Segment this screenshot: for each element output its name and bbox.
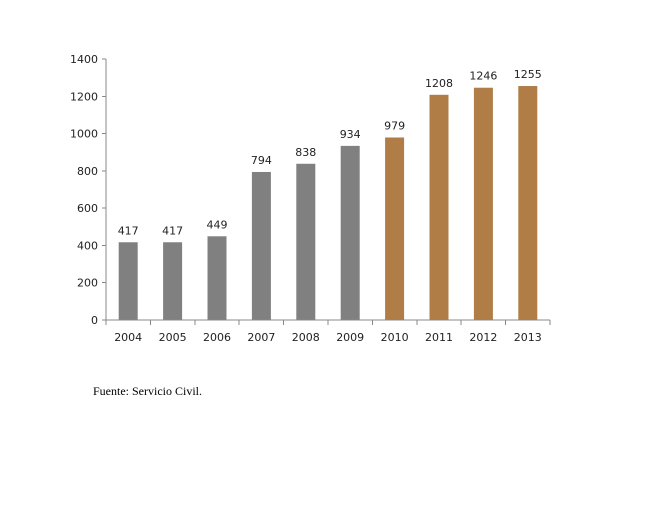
bar-2004 bbox=[118, 242, 138, 320]
bar-2011 bbox=[429, 94, 449, 321]
x-tick-label-2013: 2013 bbox=[514, 331, 542, 344]
bar-2008 bbox=[296, 163, 316, 320]
bars-group bbox=[118, 86, 538, 321]
x-tick-label-2010: 2010 bbox=[381, 331, 409, 344]
y-tick-label: 1400 bbox=[70, 53, 98, 66]
bar-2005 bbox=[163, 242, 183, 320]
x-tick-label-2005: 2005 bbox=[159, 331, 187, 344]
x-tick-label-2012: 2012 bbox=[469, 331, 497, 344]
data-label-2007: 794 bbox=[251, 154, 272, 167]
x-tick-label-2004: 2004 bbox=[114, 331, 142, 344]
bar-2010 bbox=[385, 137, 405, 320]
bar-2007 bbox=[251, 171, 271, 320]
x-tick-label-2009: 2009 bbox=[336, 331, 364, 344]
data-label-2006: 449 bbox=[207, 218, 228, 231]
y-tick-label: 1200 bbox=[70, 90, 98, 103]
data-label-2004: 417 bbox=[118, 224, 139, 237]
data-label-2013: 1255 bbox=[514, 68, 542, 81]
data-labels-group: 417 417 449 794 838 934 979 1208 1246 1255 bbox=[118, 68, 542, 237]
bar-2006 bbox=[207, 236, 227, 320]
y-tick-label: 1000 bbox=[70, 128, 98, 141]
data-label-2010: 979 bbox=[384, 119, 405, 132]
data-label-2008: 838 bbox=[295, 146, 316, 159]
bar-2009 bbox=[340, 145, 360, 320]
x-tick-label-2007: 2007 bbox=[247, 331, 275, 344]
data-label-2009: 934 bbox=[340, 128, 361, 141]
data-label-2011: 1208 bbox=[425, 77, 453, 90]
y-tick-label: 800 bbox=[77, 165, 98, 178]
bar-2013 bbox=[518, 86, 538, 321]
data-label-2005: 417 bbox=[162, 224, 183, 237]
data-label-2012: 1246 bbox=[469, 70, 497, 83]
x-axis: 2004 2005 2006 2007 2008 2009 2010 2011 2012 2013 bbox=[105, 319, 551, 344]
x-tick-label-2008: 2008 bbox=[292, 331, 320, 344]
y-tick-label: 0 bbox=[91, 314, 98, 327]
y-tick-label: 200 bbox=[77, 277, 98, 290]
source-note: Fuente: Servicio Civil. bbox=[93, 384, 202, 398]
y-tick-label: 400 bbox=[77, 239, 98, 252]
x-tick-label-2011: 2011 bbox=[425, 331, 453, 344]
bar-2012 bbox=[473, 87, 493, 321]
y-tick-label: 600 bbox=[77, 202, 98, 215]
y-axis: 0 200 400 600 800 1000 1200 1400 bbox=[70, 53, 107, 327]
x-tick-label-2006: 2006 bbox=[203, 331, 231, 344]
